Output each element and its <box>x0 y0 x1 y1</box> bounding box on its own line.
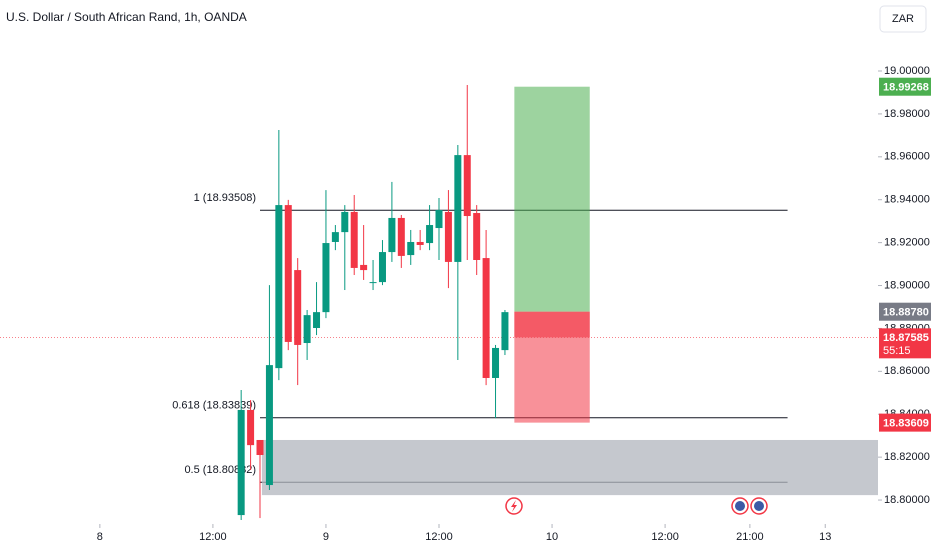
event-icons <box>505 497 768 515</box>
candle-body <box>350 211 358 268</box>
x-tick-label: 13 <box>819 531 831 543</box>
candle-body <box>331 232 339 242</box>
price-label-box <box>879 302 931 321</box>
candle-body <box>426 225 434 244</box>
y-tick-label: 18.82000 <box>884 451 930 463</box>
candle-body <box>463 155 471 217</box>
countdown: 55:15 <box>883 345 911 357</box>
y-tick-label: 18.96000 <box>884 151 930 163</box>
candle-body <box>397 217 405 256</box>
candle-body <box>313 312 321 329</box>
candle-body <box>435 210 443 229</box>
price-label-box <box>879 77 931 96</box>
price-label: 18.83609 <box>883 418 929 430</box>
candle-body <box>247 409 255 446</box>
x-tick-label: 8 <box>97 531 103 543</box>
x-tick-label: 10 <box>546 531 558 543</box>
y-tick-label: 18.92000 <box>884 237 930 249</box>
y-tick-label: 18.86000 <box>884 365 930 377</box>
candle-body <box>454 155 462 262</box>
y-tick-label: 18.90000 <box>884 279 930 291</box>
current-price-box <box>879 328 931 359</box>
price-label: 18.88780 <box>883 307 929 319</box>
candle-body <box>360 264 368 271</box>
x-tick-label: 12:00 <box>651 531 679 543</box>
fib-label: 0.618 (18.83839) <box>172 400 256 412</box>
x-tick-label: 12:00 <box>425 531 453 543</box>
zone <box>261 439 878 496</box>
y-tick-label: 18.94000 <box>884 194 930 206</box>
candle-body <box>322 243 330 313</box>
x-tick-label: 21:00 <box>736 531 764 543</box>
y-tick-label: 18.80000 <box>884 494 930 506</box>
candle-body <box>369 282 377 284</box>
candle-body <box>265 365 273 486</box>
candle-body <box>416 241 424 245</box>
chart-title: U.S. Dollar / South African Rand, 1h, OA… <box>6 10 247 24</box>
target-zone <box>514 86 590 312</box>
candle-body <box>492 347 500 378</box>
candle-body <box>473 213 481 260</box>
current-price-label: 18.87585 <box>883 332 929 344</box>
currency-button[interactable] <box>879 5 927 33</box>
candle-body <box>341 211 349 233</box>
x-tick-label: 9 <box>323 531 329 543</box>
candle-body <box>501 312 509 351</box>
x-tick-label: 12:00 <box>199 531 227 543</box>
candle-body <box>303 315 311 344</box>
open-loss <box>514 311 590 338</box>
fib-label: 1 (18.93508) <box>194 192 256 204</box>
candle-body <box>256 439 264 455</box>
candle-body <box>284 205 292 342</box>
candle-body <box>388 217 396 253</box>
candle-body <box>482 258 490 378</box>
candle-body <box>275 205 283 369</box>
price-label: 18.99268 <box>883 82 929 94</box>
candle-body <box>407 241 415 256</box>
y-tick-label: 19.00000 <box>884 65 930 77</box>
y-tick-label: 18.98000 <box>884 108 930 120</box>
fib-label: 0.5 (18.80832) <box>184 464 256 476</box>
candle-body <box>294 270 302 345</box>
candle-body <box>378 252 386 283</box>
candle-body <box>237 409 245 516</box>
price-label-box <box>879 413 931 432</box>
candle-body <box>444 211 452 262</box>
currency[interactable]: ZAR <box>892 13 914 25</box>
